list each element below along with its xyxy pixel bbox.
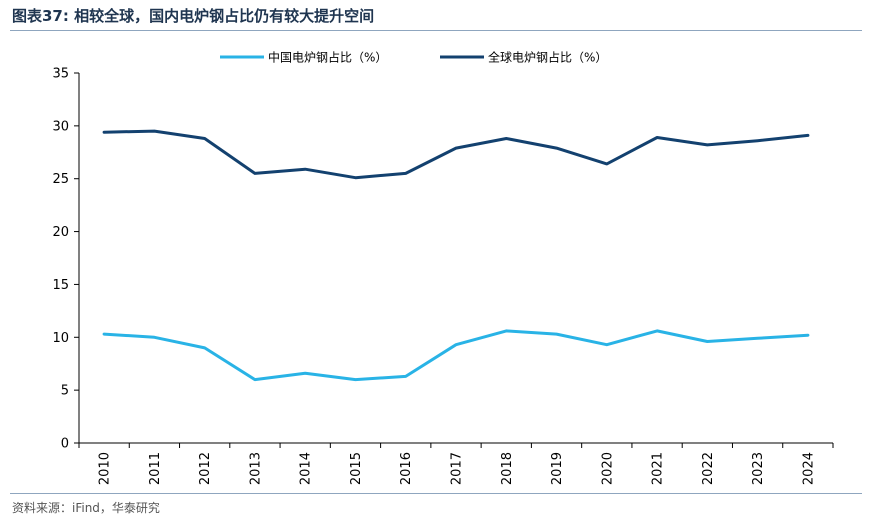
chart-title: 图表37: 相较全球，国内电炉钢占比仍有较大提升空间 — [12, 7, 375, 25]
x-tick-label: 2014 — [299, 452, 314, 485]
series-line-0 — [102, 329, 810, 382]
x-tick-label: 2010 — [98, 452, 113, 485]
y-tick-label: 20 — [52, 225, 69, 240]
x-tick-label: 2020 — [600, 452, 615, 485]
x-tick-label: 2018 — [500, 452, 515, 485]
y-tick-label: 15 — [52, 278, 69, 293]
axes: 0 5 10 15 20 25 30 35 2010 2011 2012 2013 2014 2015 20… — [52, 67, 834, 485]
legend: 中国电炉钢占比（%） 全球电炉钢占比（%） — [220, 50, 607, 65]
footer-divider — [10, 493, 862, 494]
source-note: 资料来源：iFind，华泰研究 — [12, 501, 160, 515]
y-tick-label: 25 — [52, 172, 69, 187]
x-tick-label: 2017 — [450, 452, 465, 485]
y-tick-label: 0 — [61, 437, 69, 452]
title-bar: 图表37: 相较全球，国内电炉钢占比仍有较大提升空间 — [10, 0, 862, 31]
y-tick-label: 10 — [52, 331, 69, 346]
x-tick-label: 2023 — [751, 452, 766, 485]
x-tick-label: 2016 — [399, 452, 414, 485]
x-tick-label: 2024 — [801, 452, 816, 485]
x-tick-label: 2022 — [701, 452, 716, 485]
y-tick-label: 35 — [52, 67, 69, 82]
x-tick-label: 2015 — [349, 452, 364, 485]
x-tick-label: 2021 — [651, 452, 666, 485]
x-tick-label: 2013 — [248, 452, 263, 485]
legend-label-0: 中国电炉钢占比（%） — [268, 50, 387, 65]
series-line-1 — [102, 129, 810, 180]
y-tick-label: 30 — [52, 119, 69, 134]
y-tick-label: 5 — [61, 384, 69, 399]
series-group — [102, 129, 810, 382]
x-tick-label: 2011 — [148, 452, 163, 485]
x-tick-label: 2019 — [550, 452, 565, 485]
x-tick-label: 2012 — [198, 452, 213, 485]
legend-label-1: 全球电炉钢占比（%） — [488, 50, 607, 65]
